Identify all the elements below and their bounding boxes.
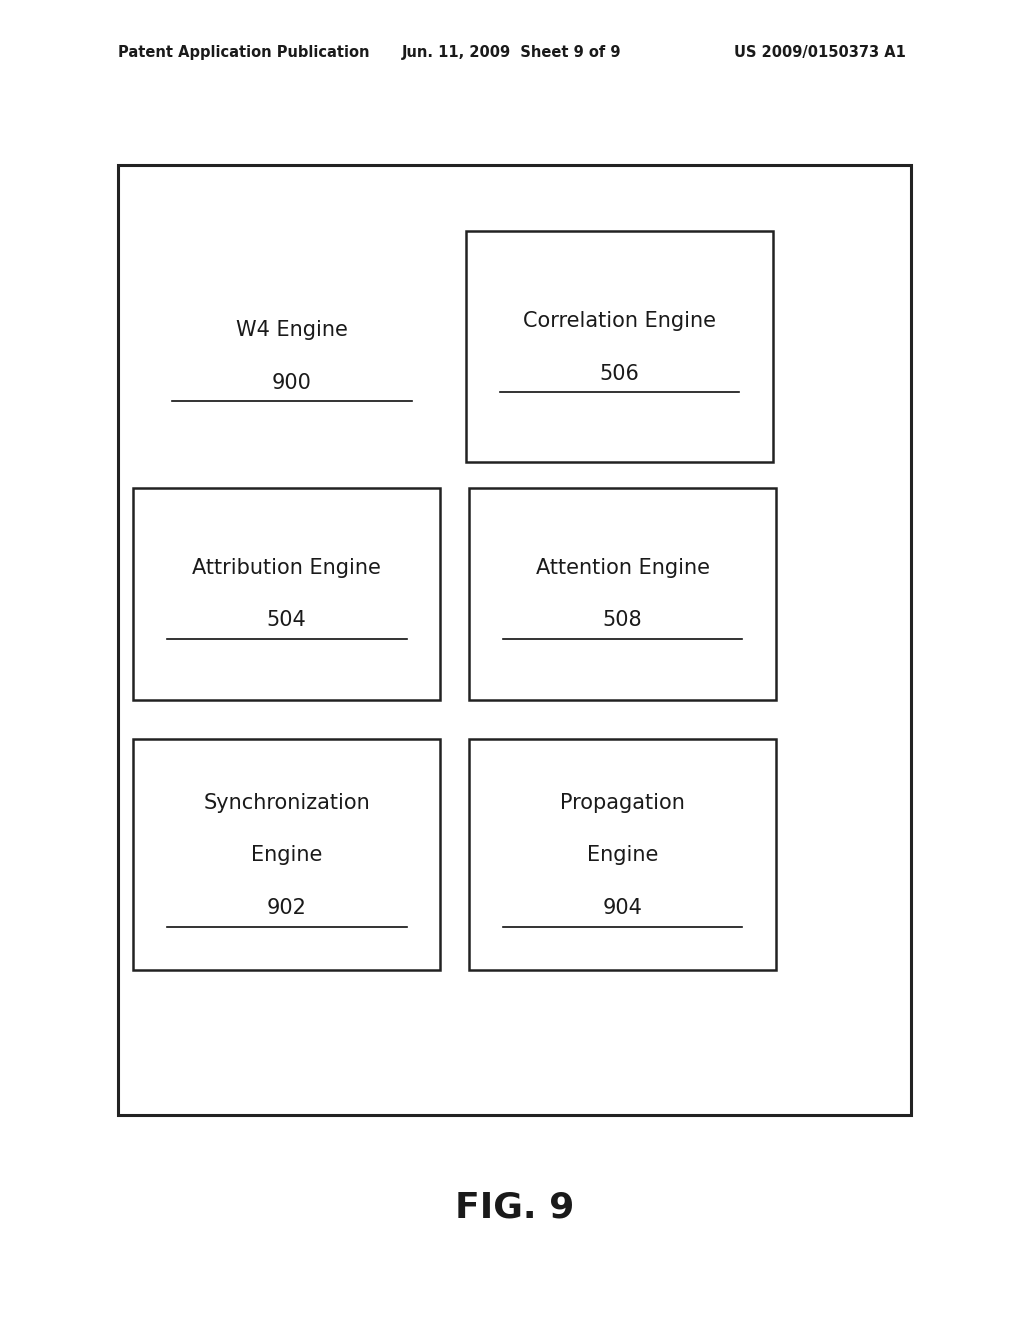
Text: Attention Engine: Attention Engine (536, 557, 710, 578)
Text: 904: 904 (603, 898, 642, 919)
Bar (466, 231, 773, 462)
Text: 902: 902 (267, 898, 306, 919)
Text: Engine: Engine (587, 845, 658, 866)
Text: Correlation Engine: Correlation Engine (523, 310, 716, 331)
Bar (469, 488, 776, 700)
Text: W4 Engine: W4 Engine (236, 319, 348, 341)
Bar (118, 165, 911, 1115)
Text: Synchronization: Synchronization (204, 792, 370, 813)
Text: 506: 506 (600, 363, 639, 384)
Text: 900: 900 (272, 372, 311, 393)
Bar (469, 739, 776, 970)
Bar (133, 739, 440, 970)
Bar (133, 488, 440, 700)
Text: Patent Application Publication: Patent Application Publication (118, 45, 370, 61)
Text: Attribution Engine: Attribution Engine (193, 557, 381, 578)
Text: US 2009/0150373 A1: US 2009/0150373 A1 (734, 45, 906, 61)
Text: FIG. 9: FIG. 9 (456, 1191, 574, 1225)
Text: 504: 504 (267, 610, 306, 631)
Text: Jun. 11, 2009  Sheet 9 of 9: Jun. 11, 2009 Sheet 9 of 9 (402, 45, 622, 61)
Text: 508: 508 (603, 610, 642, 631)
Text: Engine: Engine (251, 845, 323, 866)
Text: Propagation: Propagation (560, 792, 685, 813)
